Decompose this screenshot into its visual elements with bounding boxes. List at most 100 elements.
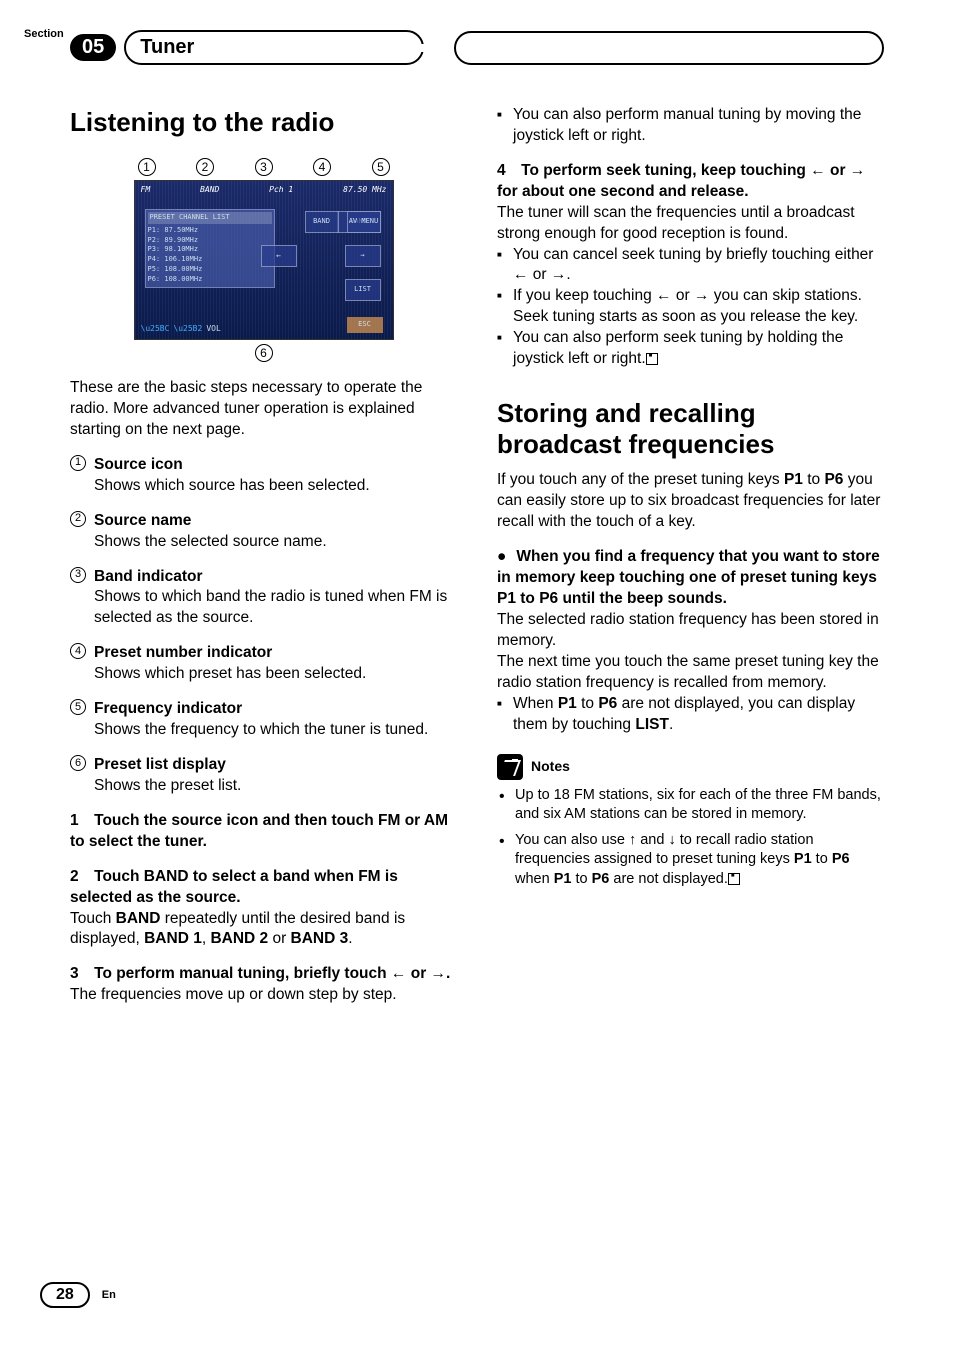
step-4-b2: If you keep touching ← or → you can skip…	[497, 286, 884, 328]
def-2: 2Source name Shows the selected source n…	[70, 511, 457, 553]
page-number: 28	[40, 1282, 90, 1308]
screen-right-arrow: →	[345, 245, 381, 267]
def-title-2: Source name	[94, 511, 191, 532]
step-4-head: 4 To perform seek tuning, keep touching …	[497, 161, 884, 203]
def-title-6: Preset list display	[94, 755, 226, 776]
preset-p4: P4: 106.10MHz	[148, 255, 272, 265]
n2i: are not displayed.	[609, 871, 728, 887]
store-intro: If you touch any of the preset tuning ke…	[497, 470, 884, 533]
screen-left-arrow: ←	[261, 245, 297, 267]
sb1c: to	[577, 695, 599, 712]
chapter-title: Tuner	[124, 30, 424, 65]
def-1: 1 Source icon Shows which source has been…	[70, 455, 457, 497]
manual-tune-note: You can also perform manual tuning by mo…	[497, 105, 884, 147]
def-title-5: Frequency indicator	[94, 699, 242, 720]
screen-preset: Pch 1	[269, 185, 293, 196]
heading-listening: Listening to the radio	[70, 105, 457, 140]
step-4-b1: You can cancel seek tuning by briefly to…	[497, 245, 884, 287]
n2d: P6	[832, 851, 850, 867]
preset-p3: P3: 98.10MHz	[148, 245, 272, 255]
step-2-body: Touch BAND repeatedly until the desired …	[70, 909, 457, 951]
sic: to	[803, 471, 825, 488]
n2a: You can also use ↑ and ↓ to recall radio…	[515, 832, 814, 868]
s4b3t: You can also perform seek tuning by hold…	[513, 329, 843, 367]
def-desc-4: Shows which preset has been selected.	[94, 664, 457, 685]
callout-bottom: 6	[134, 344, 394, 362]
store-step-body: The selected radio station frequency has…	[497, 610, 884, 694]
notes-header: Notes	[497, 754, 884, 780]
def-desc-3: Shows to which band the radio is tuned w…	[94, 587, 457, 629]
n2g: to	[571, 871, 591, 887]
content-columns: Listening to the radio 1 2 3 4 5 FM BAND…	[70, 105, 884, 1006]
preset-p2: P2: 89.90MHz	[148, 236, 272, 246]
notes-list: Up to 18 FM stations, six for each of th…	[497, 786, 884, 890]
intro-text: These are the basic steps necessary to o…	[70, 378, 457, 441]
def-desc-6: Shows the preset list.	[94, 776, 457, 797]
callout-2: 2	[196, 158, 214, 176]
s2i: .	[348, 930, 352, 947]
callout-5: 5	[372, 158, 390, 176]
def-title-4: Preset number indicator	[94, 643, 272, 664]
sb1b: P1	[558, 695, 577, 712]
screen-fm: FM	[141, 185, 151, 196]
section-label: Section	[24, 28, 64, 40]
notes-icon	[497, 754, 523, 780]
end-mark-icon-2	[728, 873, 740, 885]
def-3: 3 Band indicator Shows to which band the …	[70, 567, 457, 630]
note-2: You can also use ↑ and ↓ to recall radio…	[515, 831, 884, 890]
note-1: Up to 18 FM stations, six for each of th…	[515, 786, 884, 825]
store-step-head: When you find a frequency that you want …	[497, 547, 884, 610]
sb1a: When	[513, 695, 558, 712]
def-desc-1: Shows which source has been selected.	[94, 476, 457, 497]
step-3-head: 3 To perform manual tuning, briefly touc…	[70, 964, 457, 985]
preset-p5: P5: 108.00MHz	[148, 265, 272, 275]
screen-band: BAND	[200, 185, 219, 196]
preset-p1: P1: 87.50MHz	[148, 226, 272, 236]
def-desc-2: Shows the selected source name.	[94, 532, 457, 553]
heading-storing: Storing and recalling broadcast frequenc…	[497, 398, 884, 460]
s2d: BAND 1	[144, 930, 202, 947]
def-6: 6Preset list display Shows the preset li…	[70, 755, 457, 797]
sia: If you touch any of the preset tuning ke…	[497, 471, 784, 488]
def-num-3: 3	[70, 567, 86, 583]
def-num-1: 1	[70, 455, 86, 471]
n2b: P1	[794, 851, 812, 867]
callout-3: 3	[255, 158, 273, 176]
callout-1: 1	[138, 158, 156, 176]
right-column: You can also perform manual tuning by mo…	[497, 105, 884, 1006]
def-desc-5: Shows the frequency to which the tuner i…	[94, 720, 457, 741]
sb1f: LIST	[635, 716, 669, 733]
s2h: BAND 3	[291, 930, 349, 947]
screen-vol: VOL	[206, 324, 220, 335]
n2f: P1	[554, 871, 572, 887]
screen-avmenu-btn: AV MENU	[347, 211, 381, 233]
sb1g: .	[669, 716, 673, 733]
s2g: or	[268, 930, 290, 947]
store-b1: When P1 to P6 are not displayed, you can…	[497, 694, 884, 736]
sib: P1	[784, 471, 803, 488]
s2f: BAND 2	[210, 930, 268, 947]
s2a: Touch	[70, 910, 116, 927]
step-3-body: The frequencies move up or down step by …	[70, 985, 457, 1006]
def-5: 5 Frequency indicator Shows the frequency…	[70, 699, 457, 741]
step-4-body: The tuner will scan the frequencies unti…	[497, 203, 884, 245]
header: 05 Tuner	[70, 30, 884, 65]
def-title-1: Source icon	[94, 455, 183, 476]
def-4: 4Preset number indicator Shows which pre…	[70, 643, 457, 685]
callout-4: 4	[313, 158, 331, 176]
sb1d: P6	[598, 695, 617, 712]
tuner-screen: FM BAND Pch 1 87.50 MHz PRESET CHANNEL L…	[134, 180, 394, 340]
n2h: P6	[592, 871, 610, 887]
screen-band-btn2: BAND	[305, 211, 339, 233]
step-4-b3: You can also perform seek tuning by hold…	[497, 328, 884, 370]
def-title-3: Band indicator	[94, 567, 203, 588]
step-1: 1 Touch the source icon and then touch F…	[70, 811, 457, 853]
def-num-5: 5	[70, 699, 86, 715]
screen-freq: 87.50 MHz	[343, 185, 386, 196]
callout-top: 1 2 3 4 5	[134, 158, 394, 176]
language-code: En	[102, 1289, 116, 1301]
left-column: Listening to the radio 1 2 3 4 5 FM BAND…	[70, 105, 457, 1006]
footer: 28 En	[40, 1282, 116, 1308]
panel-title: PRESET CHANNEL LIST	[148, 212, 272, 224]
preset-p6: P6: 108.00MHz	[148, 275, 272, 285]
